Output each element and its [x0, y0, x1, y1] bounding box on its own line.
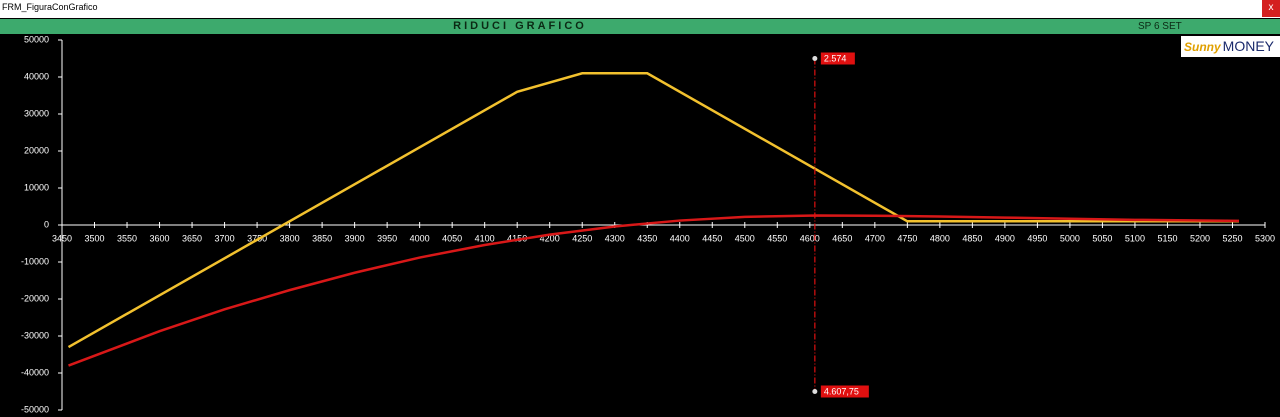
logo: Sunny MONEY	[1181, 36, 1280, 57]
y-tick-label: -30000	[21, 330, 49, 340]
toolbar-label: SP 6 SET	[1138, 21, 1182, 32]
x-tick-label: 3600	[150, 233, 170, 243]
x-tick-label: 5200	[1190, 233, 1210, 243]
x-tick-label: 4350	[637, 233, 657, 243]
cursor-label-box	[820, 52, 855, 65]
x-tick-label: 4250	[572, 233, 592, 243]
x-tick-label: 5000	[1060, 233, 1080, 243]
cursor-marker	[812, 389, 818, 394]
x-tick-label: 4200	[540, 233, 560, 243]
logo-brand: Sunny	[1184, 40, 1221, 54]
title-bar: FRM_FiguraConGrafico x	[0, 0, 1280, 18]
x-tick-label: 3550	[117, 233, 137, 243]
reduce-button[interactable]: RIDUCI GRAFICO	[453, 20, 587, 32]
toolbar: RIDUCI GRAFICO SP 6 SET	[0, 19, 1280, 34]
x-tick-label: 4550	[767, 233, 787, 243]
y-tick-label: 50000	[24, 34, 49, 44]
x-tick-label: 4950	[1027, 233, 1047, 243]
x-tick-label: 4000	[410, 233, 430, 243]
x-tick-label: 4450	[702, 233, 722, 243]
y-tick-label: -10000	[21, 256, 49, 266]
y-tick-label: -20000	[21, 293, 49, 303]
x-tick-label: 4100	[475, 233, 495, 243]
y-tick-label: 40000	[24, 71, 49, 81]
x-tick-label: 3500	[84, 233, 104, 243]
x-tick-label: 4150	[507, 233, 527, 243]
x-tick-label: 4800	[930, 233, 950, 243]
x-tick-label: 5300	[1255, 233, 1275, 243]
y-tick-label: 0	[44, 219, 49, 229]
x-tick-label: 4400	[670, 233, 690, 243]
x-tick-label: 4700	[865, 233, 885, 243]
cursor-marker	[812, 56, 818, 61]
cursor-label-box	[820, 385, 869, 398]
x-tick-label: 3850	[312, 233, 332, 243]
x-tick-label: 5050	[1092, 233, 1112, 243]
x-tick-label: 4050	[442, 233, 462, 243]
x-tick-label: 3950	[377, 233, 397, 243]
x-tick-label: 5250	[1222, 233, 1242, 243]
series-line	[67, 72, 1239, 349]
window-title: FRM_FiguraConGrafico	[2, 2, 98, 12]
x-tick-label: 3450	[52, 233, 72, 243]
y-tick-label: 10000	[24, 182, 49, 192]
x-tick-label: 4500	[735, 233, 755, 243]
cursor-x-label: 4.607,75	[824, 386, 859, 396]
x-tick-label: 5150	[1157, 233, 1177, 243]
y-tick-label: -50000	[21, 404, 49, 414]
x-tick-label: 4300	[605, 233, 625, 243]
x-tick-label: 4650	[832, 233, 852, 243]
close-button[interactable]: x	[1262, 0, 1280, 17]
x-tick-label: 5100	[1125, 233, 1145, 243]
x-tick-label: 3700	[215, 233, 235, 243]
series-line	[68, 214, 1240, 367]
x-tick-label: 3650	[182, 233, 202, 243]
logo-name: MONEY	[1222, 38, 1275, 54]
y-tick-label: 20000	[24, 145, 49, 155]
x-tick-label: 4900	[995, 233, 1015, 243]
x-tick-label: 4850	[962, 233, 982, 243]
chart: -50000 -40000 -30000 -20000 -10000 0 10000 2000…	[21, 34, 1275, 414]
x-tick-label: 3800	[280, 233, 300, 243]
y-tick-label: 30000	[24, 108, 49, 118]
x-tick-label: 3900	[345, 233, 365, 243]
cursor-y-label: 2.574	[824, 53, 847, 63]
x-tick-label: 4750	[897, 233, 917, 243]
y-tick-label: -40000	[21, 367, 49, 377]
x-tick-label: 4600	[800, 233, 820, 243]
